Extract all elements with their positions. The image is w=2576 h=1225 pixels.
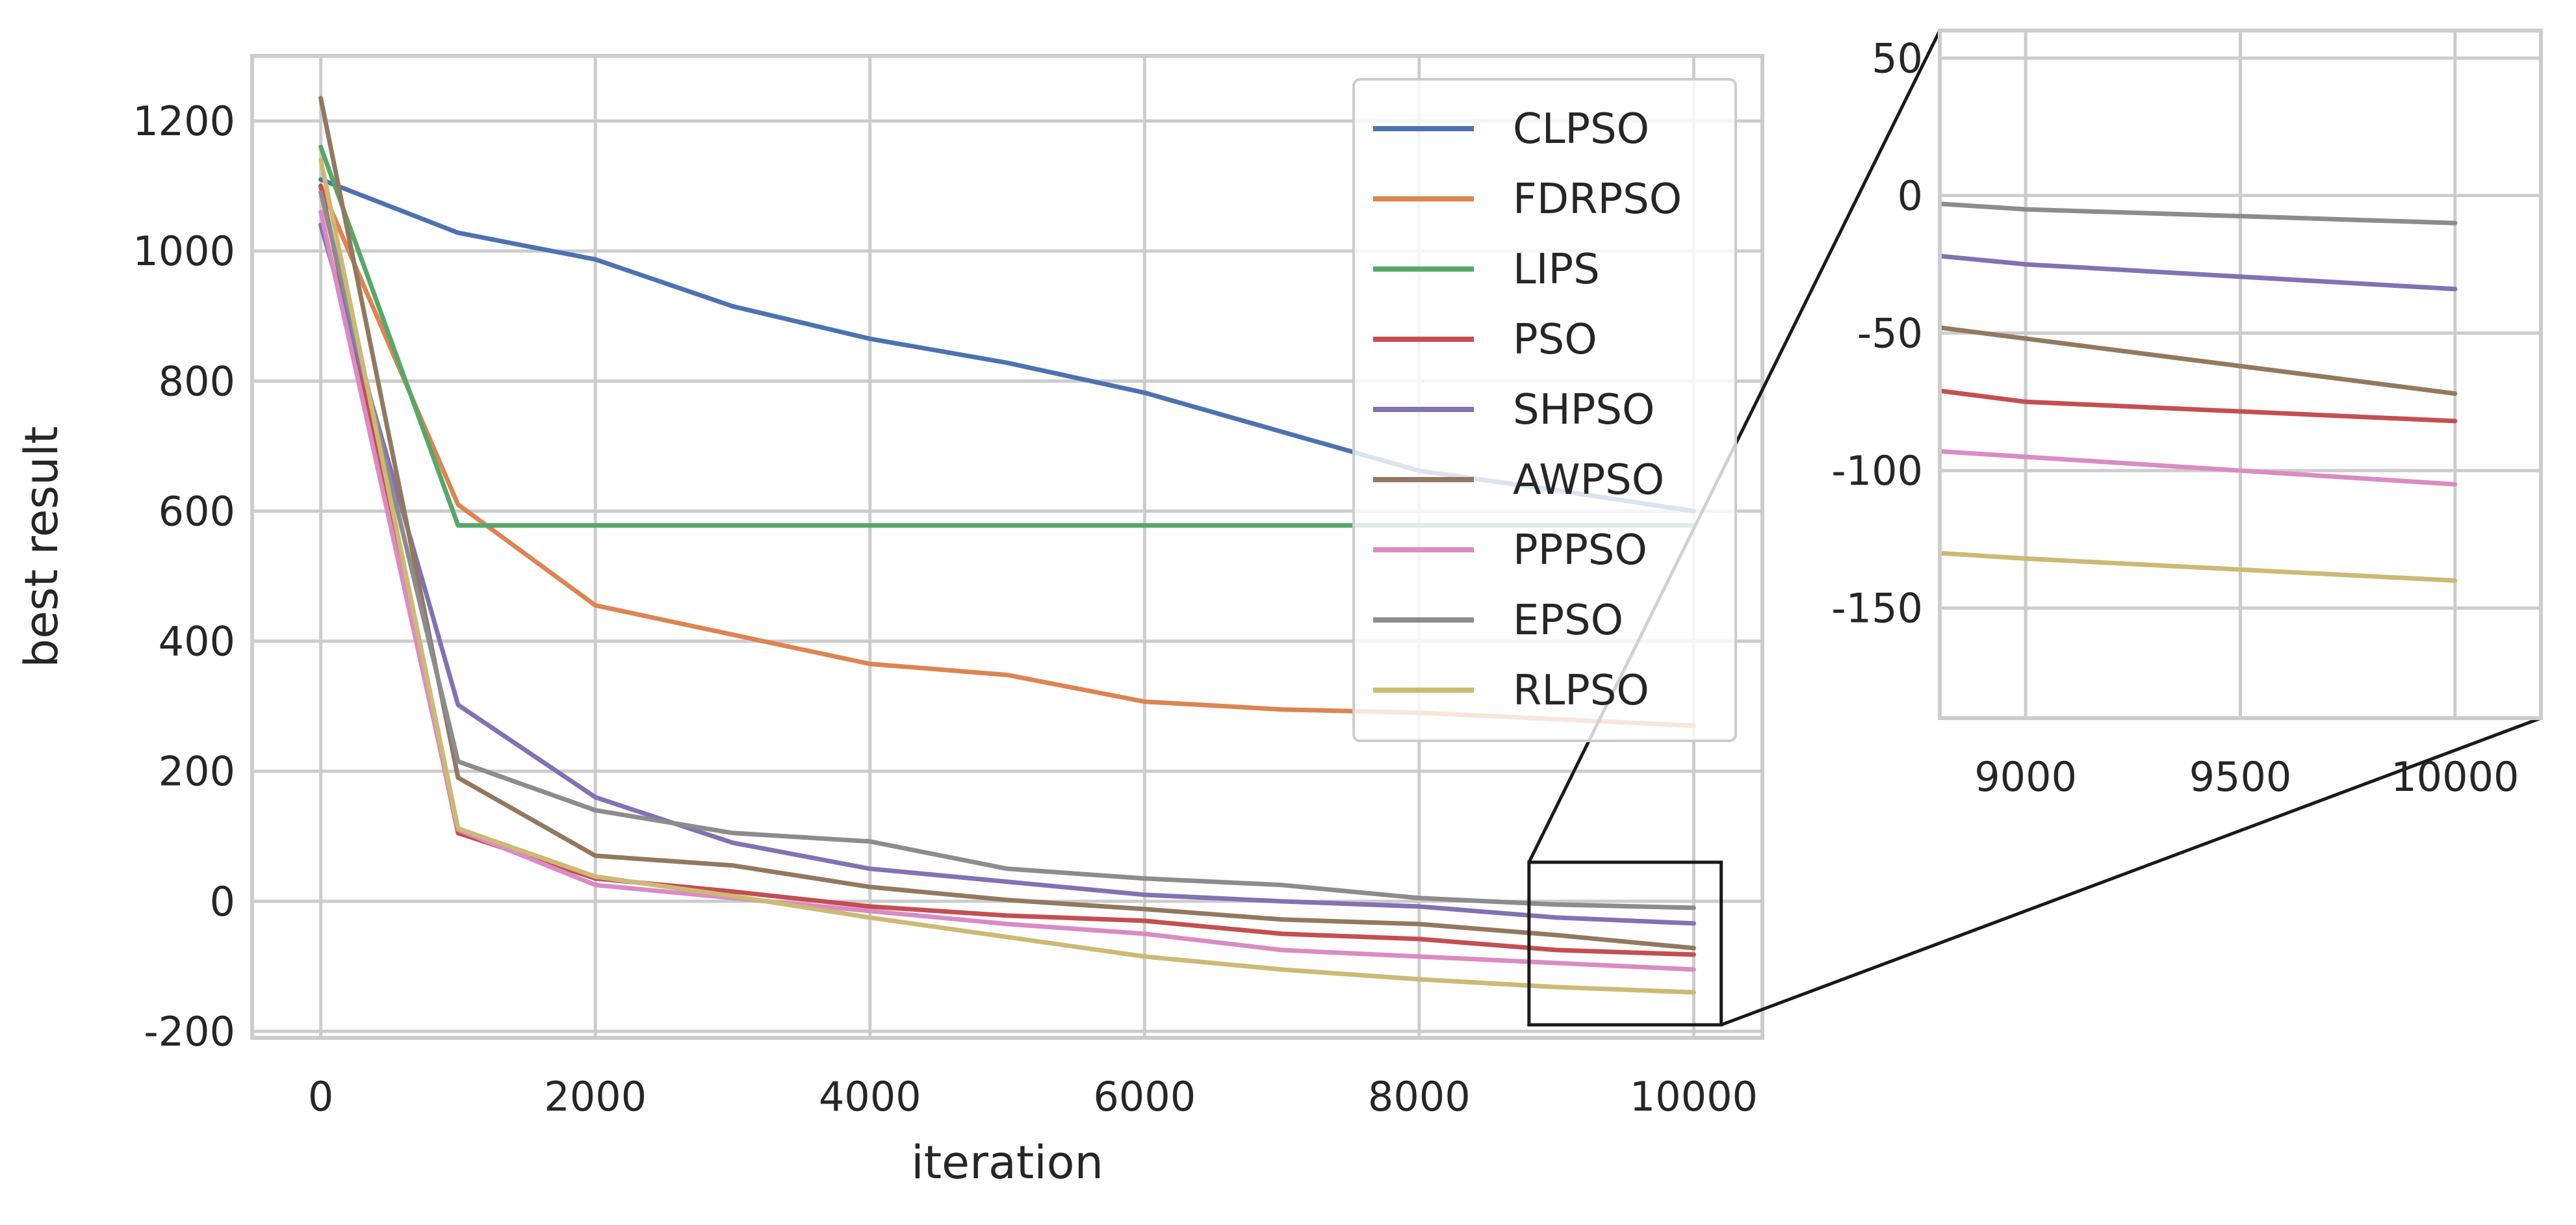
legend-label-lips: LIPS — [1513, 246, 1600, 294]
inset-series-rlpso — [1940, 550, 2458, 583]
inset-plot-frame — [1938, 29, 2543, 720]
inset-y-tick-label: -150 — [1831, 585, 1923, 632]
legend-label-epso: EPSO — [1513, 597, 1623, 645]
legend-label-clpso: CLPSO — [1513, 105, 1649, 153]
main-series-epso — [318, 190, 1696, 910]
main-x-tick-label: 0 — [308, 1073, 333, 1120]
inset-x-tick-label: 10000 — [2391, 753, 2519, 801]
legend-box — [1352, 78, 1737, 742]
main-series-pppso — [318, 209, 1696, 972]
legend-label-pso: PSO — [1513, 316, 1597, 364]
main-y-tick-label: 800 — [159, 357, 235, 405]
main-y-tick-label: 400 — [159, 618, 235, 665]
inset-series-pppso — [1940, 449, 2458, 487]
inset-series-lines — [1940, 201, 2458, 583]
main-y-tick-label: 200 — [159, 748, 235, 795]
inset-y-tick-labels: -150 -100 -50 0 50 — [1831, 34, 1923, 632]
legend-label-awpso: AWPSO — [1513, 456, 1664, 504]
inset-y-tick-label: -50 — [1857, 310, 1923, 357]
main-x-tick-label: 4000 — [819, 1073, 921, 1120]
inset-x-tick-labels: 9000 9500 10000 — [1974, 753, 2519, 801]
main-series-lines — [318, 96, 1696, 995]
main-y-tick-label: 1000 — [133, 227, 235, 275]
main-x-tick-labels: 0 2000 4000 6000 8000 10000 — [308, 1073, 1758, 1120]
main-y-tick-label: -200 — [144, 1008, 235, 1055]
inset-y-tick-label: -100 — [1831, 447, 1923, 495]
main-y-tick-label: 0 — [210, 878, 235, 925]
inset-series-epso — [1940, 201, 2458, 226]
zoom-region-box — [1527, 860, 1723, 1027]
y-axis-label: best result — [15, 426, 68, 668]
inset-y-tick-label: 50 — [1872, 34, 1923, 82]
main-x-tick-label: 6000 — [1093, 1073, 1196, 1120]
legend-label-rlpso: RLPSO — [1513, 667, 1649, 715]
zoom-connector-line-lower — [1720, 716, 2542, 1027]
main-plot-frame — [250, 54, 1764, 1040]
inset-y-tick-label: 0 — [1898, 172, 1923, 220]
legend-label-fdrpso: FDRPSO — [1513, 175, 1682, 224]
legend: CLPSO FDRPSO LIPS PSO SHPSO AWPSO PPPSO EPSO RLP… — [1352, 78, 1737, 742]
inset-series-awpso — [1940, 325, 2458, 396]
main-series-shpso — [318, 222, 1696, 926]
legend-label-pppso: PPPSO — [1513, 526, 1647, 574]
inset-grid — [1940, 31, 2541, 718]
main-x-tick-label: 10000 — [1630, 1073, 1758, 1120]
x-axis-label: iteration — [911, 1136, 1103, 1189]
main-x-tick-label: 2000 — [544, 1073, 647, 1120]
legend-label-shpso: SHPSO — [1513, 386, 1655, 434]
main-series-rlpso — [318, 157, 1696, 995]
main-series-pso — [318, 183, 1696, 957]
inset-plot: 9000 9500 10000 -150 -100 -50 0 50 — [1831, 29, 2543, 801]
inset-x-tick-label: 9000 — [1974, 753, 2077, 801]
main-x-tick-label: 8000 — [1368, 1073, 1471, 1120]
inset-series-pso — [1940, 388, 2458, 424]
inset-series-shpso — [1940, 253, 2458, 292]
main-y-tick-label: 1200 — [133, 97, 235, 145]
main-series-awpso — [318, 96, 1696, 951]
main-y-tick-label: 600 — [159, 487, 235, 535]
main-y-tick-labels: -200 0 200 400 600 800 1000 1200 — [133, 97, 235, 1055]
inset-x-tick-label: 9500 — [2189, 753, 2292, 801]
